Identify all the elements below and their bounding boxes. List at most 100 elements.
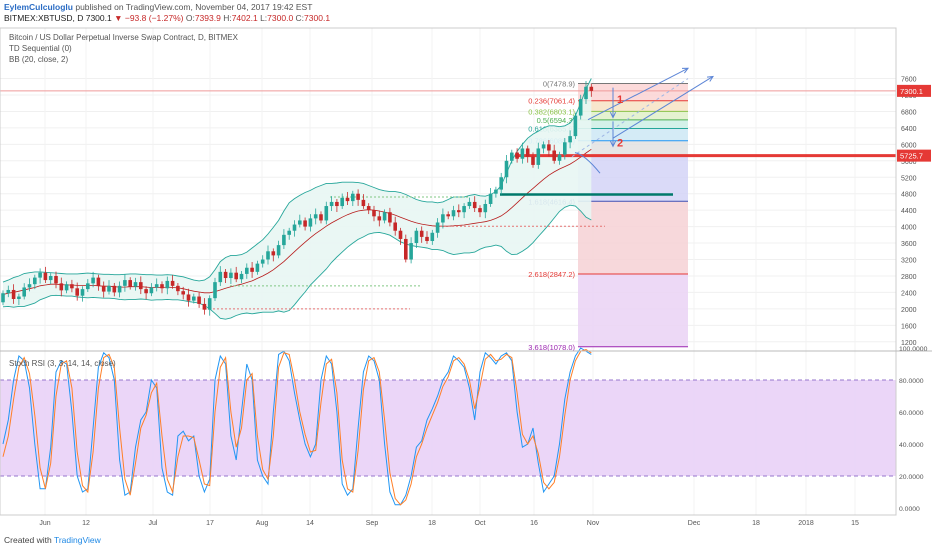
candle-body <box>176 286 180 291</box>
candle-body <box>356 194 360 200</box>
candle-body <box>166 281 170 288</box>
candle-body <box>478 208 482 212</box>
candle-body <box>362 200 366 206</box>
candle-body <box>44 273 48 280</box>
price-tag-label: 5725.7 <box>900 152 923 161</box>
candle-body <box>219 272 223 282</box>
oscillator-pane <box>0 348 896 505</box>
candle-body <box>393 222 397 230</box>
x-tick-label: Dec <box>688 520 701 527</box>
candle-body <box>298 220 302 224</box>
y-tick-label: 6800 <box>901 109 917 116</box>
candle-body <box>436 222 440 232</box>
candle-body <box>335 202 339 206</box>
candle-body <box>558 155 562 161</box>
candle-body <box>431 233 435 241</box>
candle-body <box>91 278 95 284</box>
y-tick-label: 7600 <box>901 77 917 84</box>
candle-body <box>325 206 329 220</box>
candle-body <box>552 151 556 161</box>
y-tick-label: 1600 <box>901 323 917 330</box>
fib-zone <box>578 141 688 157</box>
candle-body <box>118 286 122 293</box>
candle-body <box>399 231 403 239</box>
candle-body <box>499 177 503 189</box>
y-tick-label: 2800 <box>901 274 917 281</box>
y-tick-label: 6000 <box>901 142 917 149</box>
y-tick-label: 3200 <box>901 258 917 265</box>
candle-body <box>303 220 307 226</box>
fib-zone <box>578 201 688 274</box>
candle-body <box>473 202 477 208</box>
candle-body <box>75 288 79 295</box>
candle-body <box>54 276 58 283</box>
candle-body <box>128 280 132 287</box>
candle-body <box>113 286 117 293</box>
x-tick-label: 18 <box>752 520 760 527</box>
bollinger-legend[interactable]: BB (20, close, 2) <box>9 55 68 64</box>
candle-body <box>515 153 519 159</box>
fib-zone <box>578 128 688 140</box>
candle-body <box>388 212 392 222</box>
candle-body <box>505 161 509 177</box>
candle-body <box>250 268 254 272</box>
candle-body <box>150 287 154 293</box>
candle-body <box>139 282 143 289</box>
candle-body <box>49 276 53 280</box>
osc-y-tick-label: 0.0000 <box>899 506 920 513</box>
candle-body <box>314 214 318 218</box>
osc-y-tick-label: 80.0000 <box>899 378 924 385</box>
candle-body <box>351 194 355 201</box>
candle-body <box>240 274 244 279</box>
candle-body <box>7 290 11 293</box>
candle-body <box>372 210 376 216</box>
candle-body <box>563 142 567 154</box>
candle-body <box>425 237 429 241</box>
tradingview-logo[interactable]: TradingView <box>54 535 101 545</box>
candle-body <box>579 99 583 115</box>
candle-body <box>584 87 588 99</box>
candle-body <box>547 144 551 150</box>
y-tick-label: 4000 <box>901 225 917 232</box>
candle-body <box>340 198 344 206</box>
candle-body <box>526 148 530 156</box>
x-tick-label: 12 <box>82 520 90 527</box>
candle-body <box>367 206 371 210</box>
candle-body <box>383 212 387 220</box>
fib-level-label: 0(7478.9) <box>543 80 576 89</box>
candle-body <box>123 280 127 286</box>
candle-body <box>272 251 276 255</box>
candle-body <box>420 231 424 237</box>
bollinger-fill <box>3 79 591 320</box>
candle-body <box>489 194 493 204</box>
y-tick-label: 5200 <box>901 175 917 182</box>
candle-body <box>60 283 64 290</box>
candle-body <box>97 278 101 286</box>
candle-body <box>277 245 281 255</box>
candle-body <box>590 87 594 91</box>
y-tick-label: 2000 <box>901 307 917 314</box>
x-tick-label: 2018 <box>798 520 814 527</box>
x-tick-label: Aug <box>256 520 269 527</box>
y-tick-label: 4800 <box>901 192 917 199</box>
candle-body <box>213 282 217 298</box>
osc-y-tick-label: 20.0000 <box>899 474 924 481</box>
candle-body <box>309 218 313 226</box>
x-tick-label: 18 <box>428 520 436 527</box>
candle-body <box>415 231 419 243</box>
candle-body <box>28 284 32 287</box>
x-tick-label: 14 <box>306 520 314 527</box>
candle-body <box>330 202 334 206</box>
fib-level-label: 3.618(1078.0) <box>528 343 575 352</box>
candle-body <box>160 284 164 288</box>
candle-body <box>203 304 207 310</box>
y-tick-label: 4400 <box>901 208 917 215</box>
candle-body <box>134 282 138 287</box>
candle-body <box>568 136 572 142</box>
stoch-rsi-legend[interactable]: Stoch RSI (3, 3, 14, 14, close) <box>9 359 116 368</box>
candle-body <box>404 239 408 260</box>
fib-level-label: 2.618(2847.2) <box>528 270 575 279</box>
td-sequential-legend[interactable]: TD Sequential (0) <box>9 44 72 53</box>
candle-body <box>287 231 291 235</box>
